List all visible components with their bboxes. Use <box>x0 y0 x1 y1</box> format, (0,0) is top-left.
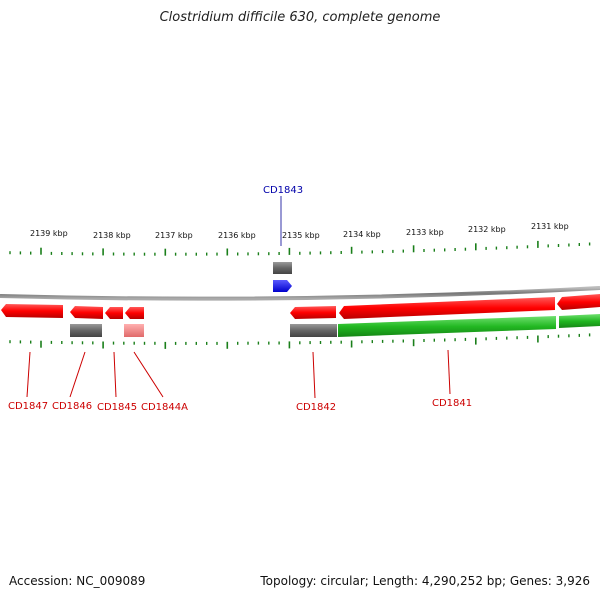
ruler-label: 2135 kbp <box>282 231 320 240</box>
genome-backbone <box>0 286 600 301</box>
gene-arrow-next[interactable] <box>557 294 600 310</box>
gene-arrow-cd1842[interactable] <box>290 306 336 319</box>
ruler-label: 2136 kbp <box>218 231 256 240</box>
feature-green-2[interactable] <box>559 314 600 328</box>
ruler-label: 2131 kbp <box>531 222 569 231</box>
ruler-ticks-outer <box>9 240 591 256</box>
gene-arrow-cd1846[interactable] <box>70 306 103 319</box>
ruler-label: 2137 kbp <box>155 231 193 240</box>
ruler-label: 2138 kbp <box>93 231 131 240</box>
gene-arrow-cd1841[interactable] <box>339 297 555 319</box>
ruler-label: 2134 kbp <box>343 230 381 239</box>
gene-label-cd1843[interactable]: CD1843 <box>263 185 303 196</box>
gene-label-cd1841[interactable]: CD1841 <box>432 398 472 409</box>
gene-box-cd1842[interactable] <box>290 324 337 337</box>
gene-label-cd1847[interactable]: CD1847 <box>8 401 48 412</box>
ruler-label: 2139 kbp <box>30 229 68 238</box>
feature-green-1[interactable] <box>338 316 556 337</box>
gene-arrow-cd1843[interactable] <box>273 280 292 292</box>
gene-arrow-cd1847[interactable] <box>1 304 63 318</box>
gene-labels: CD1843 CD1847 CD1846 CD1845 CD1844A CD18… <box>8 185 472 413</box>
gene-box-cd1843[interactable] <box>273 262 292 274</box>
gene-box-cd1846[interactable] <box>70 324 102 337</box>
ruler-labels: 2139 kbp 2138 kbp 2137 kbp 2136 kbp 2135… <box>30 222 569 240</box>
genome-summary-text: Topology: circular; Length: 4,290,252 bp… <box>260 574 590 588</box>
gene-label-cd1844a[interactable]: CD1844A <box>141 402 188 413</box>
gene-label-cd1842[interactable]: CD1842 <box>296 402 336 413</box>
gene-arrow-cd1844a[interactable] <box>125 307 144 319</box>
gene-box-cd1844a[interactable] <box>124 324 144 337</box>
accession-text: Accession: NC_009089 <box>9 574 146 588</box>
ruler-ticks-inner <box>9 333 591 349</box>
map-title: Clostridium difficile 630, complete geno… <box>159 10 441 25</box>
label-leaders <box>26 196 451 399</box>
gene-label-cd1845[interactable]: CD1845 <box>97 402 137 413</box>
ruler-label: 2132 kbp <box>468 225 506 234</box>
gene-arrow-cd1845[interactable] <box>105 307 123 319</box>
gene-label-cd1846[interactable]: CD1846 <box>52 401 92 412</box>
ruler-label: 2133 kbp <box>406 228 444 237</box>
